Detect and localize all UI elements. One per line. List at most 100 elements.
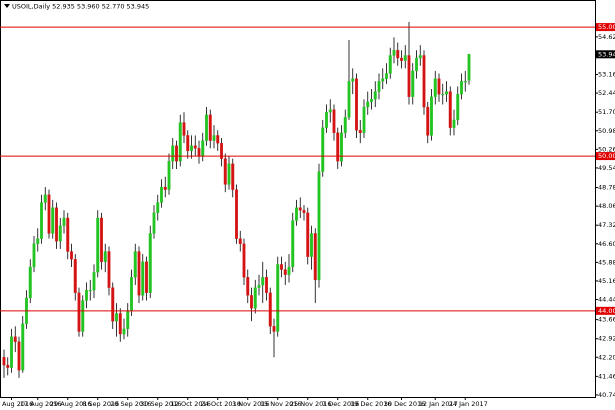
candle-body — [298, 207, 302, 211]
candle-body — [212, 135, 216, 141]
x-tick-label: 12 Jan 2017 — [419, 400, 458, 408]
candle-body — [145, 261, 148, 293]
y-tick-label: 45.880 — [598, 258, 615, 266]
candle-body — [448, 91, 452, 128]
y-tick-label: 48.780 — [598, 184, 615, 192]
candle-body — [283, 269, 287, 275]
y-tick-label: 42.200 — [598, 353, 615, 361]
candle-body — [265, 277, 268, 293]
candle-body — [422, 55, 426, 108]
candle-body — [171, 145, 175, 162]
candle-body — [13, 336, 17, 342]
candle-body — [445, 91, 448, 95]
candle-body — [415, 57, 418, 72]
y-tick-label: 45.160 — [598, 277, 615, 285]
x-tick-label: 20 Sep 2016 — [110, 400, 151, 408]
candle-body — [40, 202, 43, 239]
candle-body — [362, 106, 366, 133]
candle-body — [17, 341, 21, 371]
candle-body — [430, 96, 433, 136]
last-price-label: 53.945 — [598, 50, 615, 58]
candle-body — [10, 336, 13, 368]
x-tick-label: 3 Nov 2016 — [232, 400, 270, 408]
candle-body — [355, 78, 358, 131]
candle-body — [235, 189, 238, 239]
candle-body — [85, 290, 88, 301]
candle-body — [242, 243, 246, 278]
candle-body — [186, 135, 190, 152]
candle-body — [437, 78, 441, 95]
candle-body — [250, 295, 253, 309]
candle-body — [51, 207, 55, 234]
y-tick-label: 50.260 — [598, 145, 615, 153]
candle-body — [411, 70, 415, 97]
candle-body — [407, 55, 411, 97]
candle-body — [156, 202, 160, 213]
y-tick-label: 53.160 — [598, 71, 615, 79]
candle-body — [261, 277, 265, 286]
candle-body — [201, 140, 205, 157]
y-tick-label: 48.060 — [598, 202, 615, 210]
candle-body — [231, 163, 235, 190]
candle-body — [276, 264, 280, 332]
candle-body — [272, 326, 276, 332]
candle-body — [103, 251, 107, 262]
x-tick-label: 24 Jan 2017 — [449, 400, 488, 408]
x-tick-label: 8 Aug 2016 — [0, 400, 33, 408]
y-tick-label: 41.460 — [598, 372, 615, 380]
candle-body — [317, 171, 321, 281]
candle-body — [2, 357, 6, 366]
candle-body — [47, 194, 51, 234]
candle-body — [32, 243, 36, 268]
candle-body — [182, 122, 186, 136]
y-tick-label: 40.740 — [598, 391, 615, 399]
candle-body — [141, 261, 145, 296]
y-tick-label: 49.540 — [598, 164, 615, 172]
candle-body — [107, 251, 111, 288]
candle-body — [452, 119, 456, 128]
candle-body — [77, 292, 81, 332]
x-tick-label: 19 Dec 2016 — [350, 400, 392, 408]
candle-body — [70, 251, 73, 260]
candle-body — [253, 287, 257, 309]
y-tick-label: 44.440 — [598, 295, 615, 303]
candle-body — [133, 251, 137, 278]
candle-body — [403, 55, 407, 61]
candle-body — [433, 78, 437, 97]
candle-body — [36, 238, 40, 244]
candle-body — [385, 73, 388, 79]
candle-body — [441, 94, 445, 96]
candle-body — [62, 217, 66, 226]
candle-body — [193, 145, 197, 149]
x-tick-label: 7 Dec 2016 — [322, 400, 359, 408]
x-tick-label: 24 Oct 2016 — [201, 400, 241, 408]
candle-body — [351, 78, 355, 82]
candle-body — [137, 251, 141, 296]
candle-body — [268, 292, 272, 327]
candle-body — [295, 207, 298, 221]
candle-body — [122, 328, 126, 335]
candle-body — [366, 101, 370, 108]
candle-body — [302, 210, 306, 213]
candle-body — [58, 225, 62, 242]
candle-body — [28, 266, 32, 299]
candle-body — [43, 194, 47, 203]
candle-body — [280, 264, 283, 270]
candle-body — [96, 217, 100, 273]
candle-body — [463, 81, 467, 83]
candle-body — [100, 217, 103, 262]
candle-body — [325, 112, 328, 128]
candle-body — [55, 207, 58, 242]
candle-body — [467, 54, 471, 81]
candle-body — [460, 81, 463, 95]
candle-body — [163, 186, 167, 190]
x-tick-label: 29 Aug 2016 — [50, 400, 92, 408]
y-tick-label: 54.620 — [598, 33, 615, 41]
candle-body — [21, 323, 25, 371]
y-tick-label: 46.600 — [598, 240, 615, 248]
candle-body — [197, 148, 201, 157]
candle-body — [328, 109, 332, 113]
candle-body — [160, 186, 163, 203]
candle-body — [6, 364, 10, 368]
